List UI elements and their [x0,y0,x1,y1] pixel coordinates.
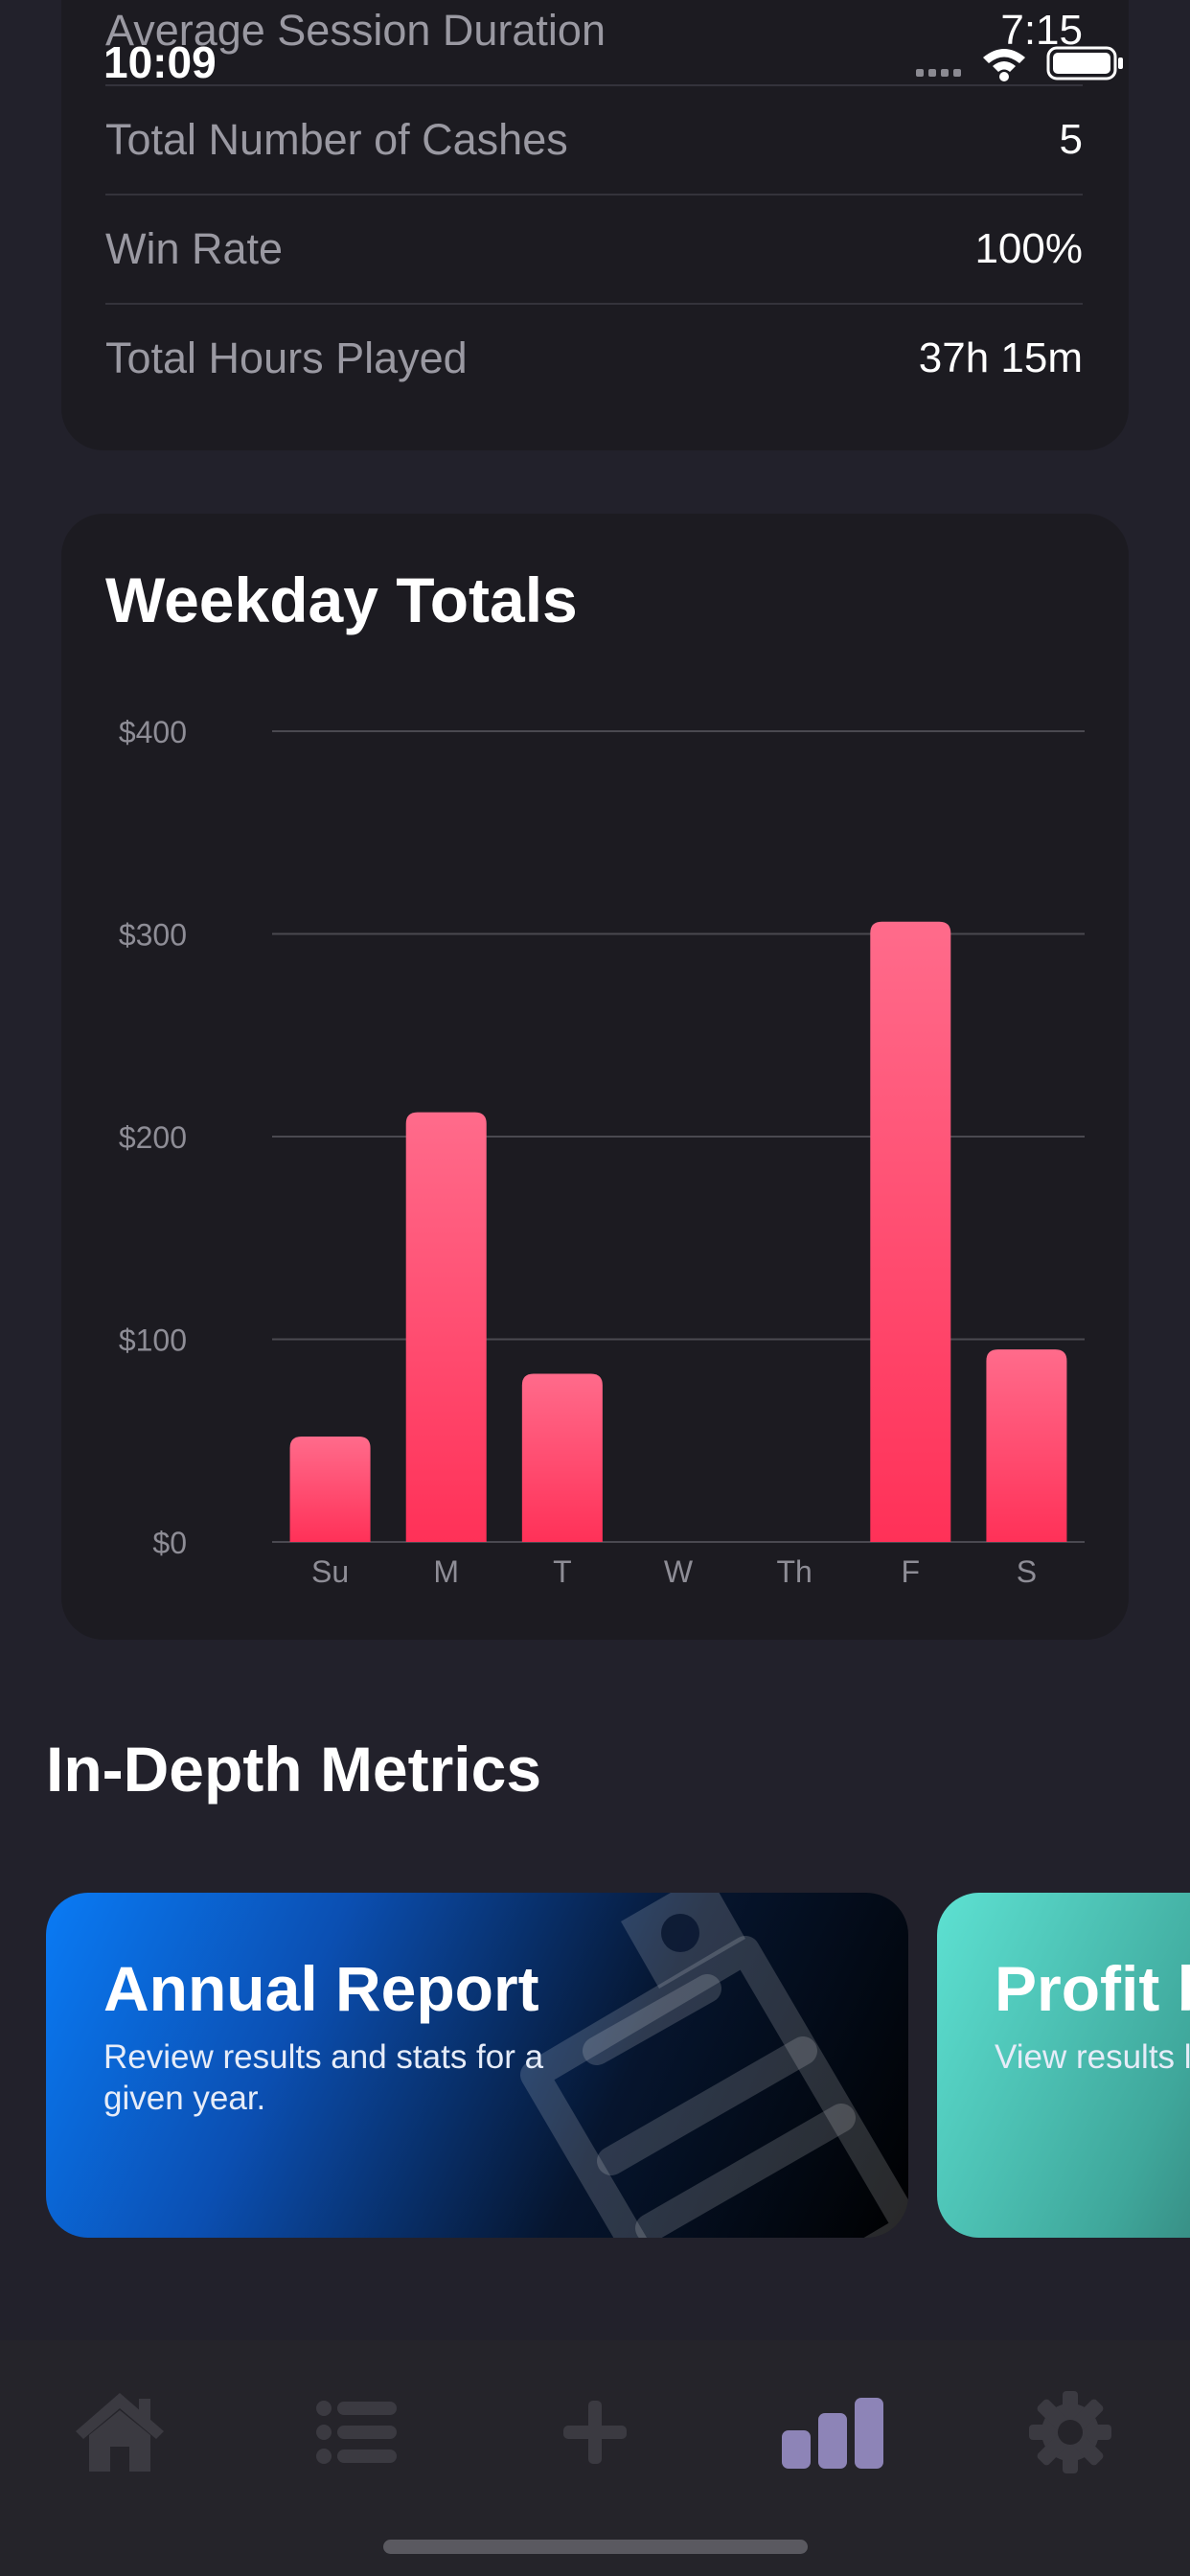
annual-report-card[interactable]: Annual Report Review results and stats f… [46,1893,908,2238]
bar-chart-icon [782,2398,883,2469]
x-tick-label: M [433,1554,459,1589]
tab-home[interactable] [67,2384,172,2480]
stat-label: Total Hours Played [105,334,468,382]
wifi-icon [983,49,1025,81]
tab-settings[interactable] [1018,2384,1123,2480]
stat-value: 5 [1059,116,1083,163]
bar-f [870,921,951,1542]
status-bar: 10:09 [0,0,1190,105]
y-tick-label: $300 [119,918,187,953]
metric-card-title: Profit b [995,1953,1190,2024]
y-tick-label: $400 [119,715,187,749]
y-tick-label: $0 [152,1526,187,1560]
metric-card-description: View results l [995,2038,1190,2076]
x-tick-label: Th [776,1554,812,1589]
tab-list[interactable] [305,2384,410,2480]
profit-card[interactable]: Profit b View results l [937,1893,1190,2238]
plus-icon [563,2401,627,2464]
stat-row-total-cashes: Total Number of Cashes 5 [105,86,1083,196]
bar-su [289,1437,371,1542]
y-tick-label: $100 [119,1323,187,1358]
tab-bar [0,2340,1190,2576]
y-tick-label: $200 [119,1120,187,1155]
card-title: Weekday Totals [105,564,578,635]
tab-metrics[interactable] [780,2384,885,2480]
x-tick-label: S [1017,1554,1037,1589]
status-time: 10:09 [103,37,217,87]
stat-label: Win Rate [105,224,284,273]
stat-row-average-session: Average Session Duration 7:15 [105,0,1083,86]
status-icons [916,46,1123,81]
bar-t [521,1373,603,1542]
stat-value: 7:15 [1000,7,1083,54]
x-tick-label: F [902,1554,921,1589]
x-tick-label: Su [311,1554,349,1589]
stat-value: 100% [974,225,1083,272]
weekday-totals-chart: $0 $100 $200 $300 $400 Su M T W Th F S [119,715,1085,1589]
signal-icon [916,69,961,77]
stats-card: Average Session Duration 7:15 Total Numb… [61,0,1129,450]
stat-row-hours-played: Total Hours Played 37h 15m [105,305,1083,412]
section-title: In-Depth Metrics [46,1734,542,1805]
metric-card-title: Annual Report [103,1953,539,2024]
stat-value: 37h 15m [918,334,1083,381]
metric-card-description: Review results and stats for a given yea… [103,2038,544,2117]
list-icon [316,2401,397,2464]
stat-label: Average Session Duration [105,6,606,55]
weekday-totals-card: $0 $100 $200 $300 $400 Su M T W Th F S Weekday Tota… [61,514,1129,1640]
bar-s [986,1349,1067,1542]
stat-label: Total Number of Cashes [105,115,568,164]
gear-icon [1029,2391,1111,2473]
home-icon [76,2393,164,2472]
home-indicator [383,2540,808,2554]
x-tick-label: T [553,1554,572,1589]
battery-icon [1046,46,1123,80]
stat-row-win-rate: Win Rate 100% [105,196,1083,305]
x-tick-label: W [664,1554,694,1589]
clipboard-icon [520,1893,908,2238]
tab-add[interactable] [542,2384,648,2480]
bar-m [405,1112,487,1542]
